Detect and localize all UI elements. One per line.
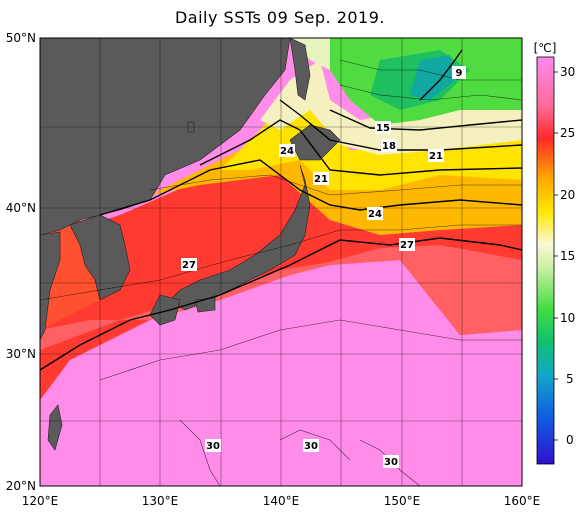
minor-isotherms	[40, 59, 522, 486]
isotherm-label-24-south: 24	[367, 207, 383, 220]
colorbar-tick-20: 20	[560, 188, 575, 202]
colorbar-tick-15: 15	[560, 249, 575, 263]
lat-label-40: 40°N	[6, 201, 36, 215]
colorbar-unit: [℃]	[534, 41, 557, 55]
colorbar-tick-25: 25	[560, 126, 575, 140]
graticule	[40, 38, 522, 486]
svg-text:30: 30	[206, 441, 220, 452]
colorbar-tick-10: 10	[560, 311, 575, 325]
lon-label-130: 130°E	[142, 494, 179, 508]
lon-label-160: 160°E	[504, 494, 541, 508]
svg-text:9: 9	[456, 68, 463, 79]
lat-axis: 50°N 40°N 30°N 20°N	[6, 31, 36, 493]
isotherm-label-27-west: 27	[181, 258, 197, 271]
svg-text:27: 27	[400, 240, 414, 251]
isotherm-label-24-north: 24	[279, 144, 295, 157]
colorbar: [℃] 30 25 20 15 10 5 0	[534, 41, 575, 465]
colorbar-tick-30: 30	[560, 65, 575, 79]
isotherm-label-30-b: 30	[303, 439, 319, 452]
svg-text:30: 30	[384, 457, 398, 468]
svg-text:21: 21	[314, 174, 328, 185]
land-mask	[40, 38, 341, 451]
isotherm-label-21-west: 21	[313, 172, 329, 185]
colorbar-tick-5: 5	[566, 372, 574, 386]
map-frame	[39, 37, 523, 487]
lon-label-120: 120°E	[22, 494, 59, 508]
lat-label-50: 50°N	[6, 31, 36, 45]
isotherm-label-layer: 9 15 18 21 24 21 24 27 27 30 30 30	[181, 66, 466, 468]
svg-text:24: 24	[280, 146, 294, 157]
svg-text:24: 24	[368, 209, 382, 220]
svg-text:27: 27	[182, 260, 196, 271]
lon-label-140: 140°E	[263, 494, 300, 508]
isotherm-label-27-east: 27	[399, 238, 415, 251]
lon-label-150: 150°E	[384, 494, 421, 508]
isotherm-label-30-c: 30	[383, 455, 399, 468]
isotherm-label-30-a: 30	[205, 439, 221, 452]
isotherm-label-15: 15	[375, 121, 391, 134]
isotherm-label-21-east: 21	[428, 149, 444, 162]
colorbar-gradient	[536, 56, 555, 465]
lon-axis: 120°E 130°E 140°E 150°E 160°E	[22, 494, 541, 508]
lat-label-30: 30°N	[6, 347, 36, 361]
svg-text:21: 21	[429, 151, 443, 162]
svg-text:15: 15	[376, 123, 390, 134]
lat-label-20: 20°N	[6, 479, 36, 493]
isotherm-label-18: 18	[381, 139, 397, 152]
map-title: Daily SSTs 09 Sep. 2019.	[174, 8, 385, 27]
colorbar-tick-0: 0	[566, 433, 574, 447]
svg-text:30: 30	[304, 441, 318, 452]
isotherm-label-9: 9	[452, 66, 466, 79]
svg-text:18: 18	[382, 141, 396, 152]
